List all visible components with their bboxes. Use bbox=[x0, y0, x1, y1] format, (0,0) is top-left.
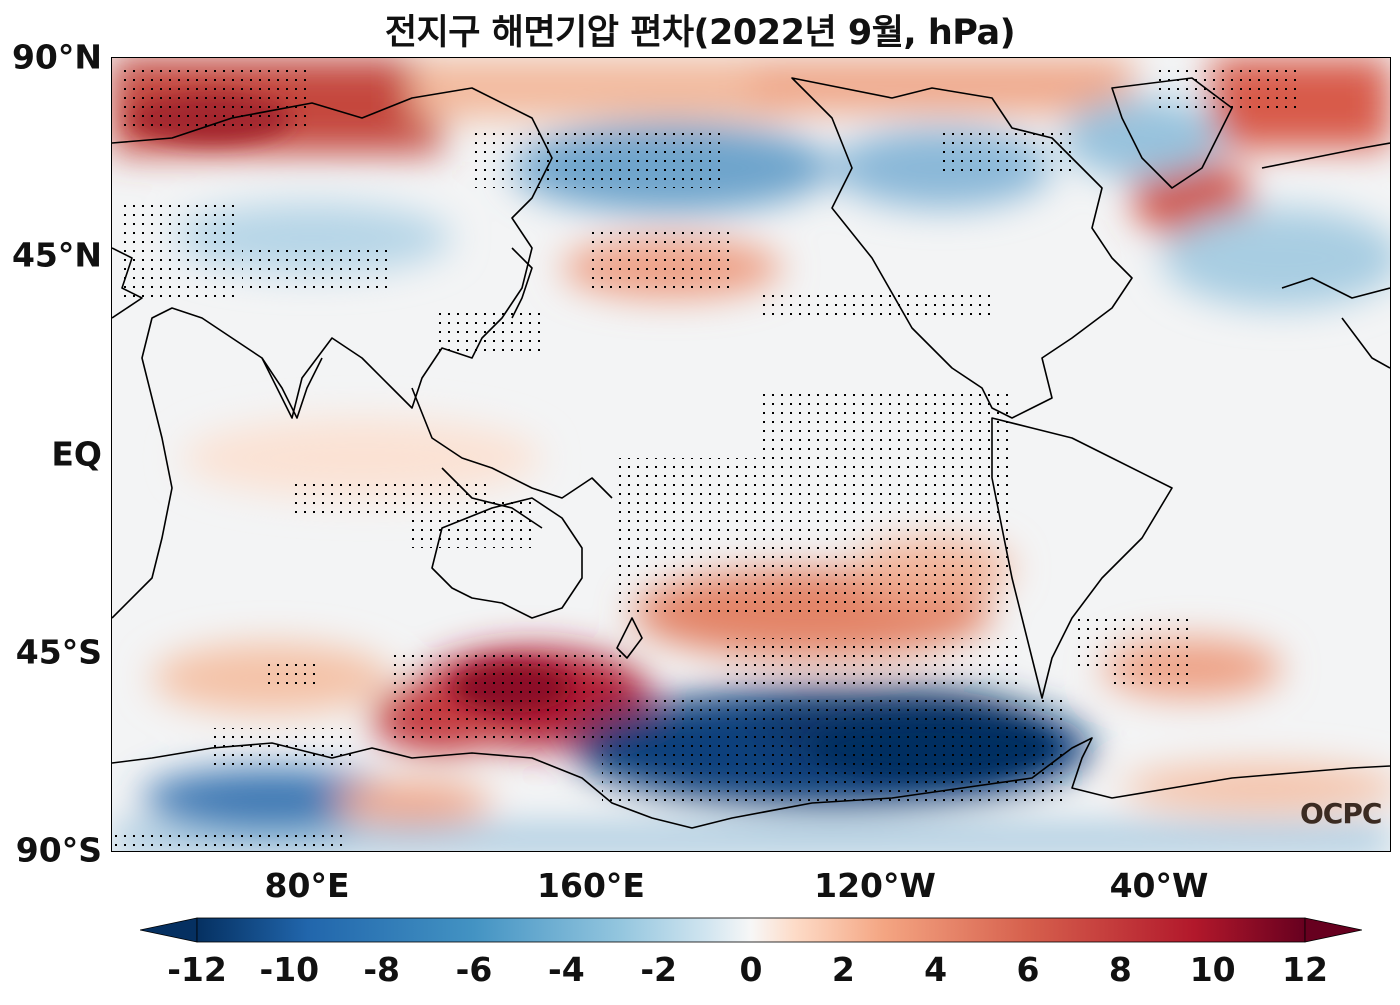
lon-label-80e: 80°E bbox=[264, 866, 350, 905]
lon-label-40w: 40°W bbox=[1109, 866, 1209, 905]
colorbar-tick-label: 12 bbox=[1282, 950, 1328, 989]
colorbar-tick-label: -2 bbox=[640, 950, 677, 989]
colorbar-tick-label: 8 bbox=[1108, 950, 1132, 989]
map-title: 전지구 해면기압 편차(2022년 9월, hPa) bbox=[384, 13, 1016, 53]
lon-label-160e: 160°E bbox=[537, 866, 645, 905]
colorbar-tick-label: 2 bbox=[831, 950, 855, 989]
lat-label-45n: 45°N bbox=[11, 235, 102, 275]
colorbar-gradient bbox=[196, 917, 1306, 943]
colorbar-tick-label: -6 bbox=[455, 950, 493, 989]
lat-label-45s: 45°S bbox=[15, 632, 102, 672]
colorbar bbox=[140, 917, 1362, 943]
ocpc-watermark: OCPC bbox=[1300, 797, 1382, 830]
colorbar-max-extend bbox=[1304, 917, 1362, 943]
colorbar-tick-label: -8 bbox=[363, 950, 400, 989]
colorbar-tick-label: 0 bbox=[739, 950, 763, 989]
colorbar-tick-label: 4 bbox=[924, 950, 948, 989]
colorbar-tick-label: 10 bbox=[1189, 950, 1236, 989]
lat-label-90s: 90°S bbox=[15, 830, 102, 870]
anomaly-map bbox=[111, 57, 1391, 852]
colorbar-tick-label: 6 bbox=[1016, 950, 1040, 989]
lat-label-90n: 90°N bbox=[11, 37, 102, 77]
significance-stippling bbox=[112, 68, 1302, 848]
coastlines bbox=[112, 77, 1390, 829]
colorbar-tick-label: -12 bbox=[167, 950, 227, 989]
lon-label-120w: 120°W bbox=[814, 866, 936, 905]
colorbar-tick-label: -10 bbox=[259, 950, 320, 989]
lat-label-eq: EQ bbox=[51, 434, 102, 474]
colorbar-tick-label: -4 bbox=[547, 950, 585, 989]
colorbar-min-extend bbox=[140, 917, 198, 943]
